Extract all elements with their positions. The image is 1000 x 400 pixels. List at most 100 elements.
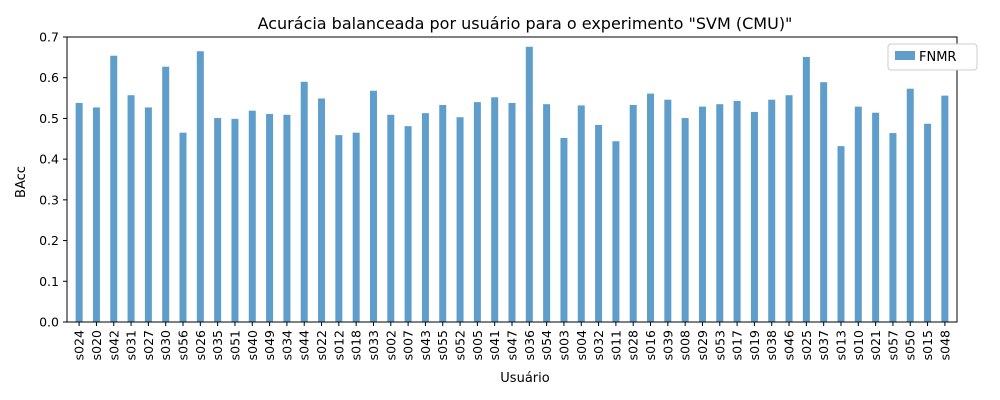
x-tick-label-s046: s046 (782, 330, 797, 360)
x-tick-label-s030: s030 (158, 330, 173, 360)
x-tick-label-s010: s010 (851, 330, 866, 360)
x-tick-label-s022: s022 (314, 330, 329, 360)
x-tick-label-s054: s054 (539, 330, 554, 360)
legend-label-fnmr: FNMR (919, 50, 956, 65)
y-tick-label: 0.3 (39, 192, 59, 207)
plot-frame (66, 36, 958, 323)
y-tick-label: 0.1 (39, 274, 59, 289)
x-tick-label-s025: s025 (799, 330, 814, 360)
legend-box (887, 43, 978, 71)
x-tick-label-s008: s008 (678, 330, 693, 360)
x-tick-label-s048: s048 (937, 330, 952, 360)
x-tick-label-s027: s027 (141, 330, 156, 360)
x-tick-label-s036: s036 (522, 330, 537, 360)
x-tick-label-s007: s007 (401, 330, 416, 360)
x-tick-label-s042: s042 (106, 330, 121, 360)
x-tick-label-s012: s012 (331, 330, 346, 360)
bar-s033 (369, 90, 377, 322)
x-tick-label-s005: s005 (470, 330, 485, 360)
y-tick-label: 0.5 (39, 111, 59, 126)
y-axis-title: BAcc (14, 166, 29, 198)
bar-s054 (543, 104, 551, 322)
bar-s047 (508, 102, 516, 322)
bar-s017 (733, 100, 741, 323)
x-tick-label-s037: s037 (816, 330, 831, 360)
y-tick-label: 0.6 (39, 70, 59, 85)
bar-s019 (750, 111, 758, 323)
bar-s031 (127, 95, 135, 322)
bar-s029 (698, 106, 706, 322)
x-tick-label-s057: s057 (885, 330, 900, 360)
bar-s008 (681, 118, 689, 323)
x-tick-label-s031: s031 (124, 330, 139, 360)
bars (75, 46, 949, 323)
x-tick-label-s040: s040 (245, 330, 260, 360)
x-tick-label-s018: s018 (349, 330, 364, 360)
chart-title: Acurácia balanceada por usuário para o e… (258, 14, 793, 33)
bar-s003 (560, 137, 568, 322)
bar-s011 (612, 141, 620, 322)
x-tick-label-s003: s003 (556, 330, 571, 360)
bar-s035 (214, 118, 222, 323)
y-tick-label: 0.2 (39, 233, 59, 248)
bar-s049 (266, 113, 274, 322)
x-tick-label-s053: s053 (712, 330, 727, 360)
bar-s037 (820, 82, 828, 322)
x-tick-label-s020: s020 (89, 330, 104, 360)
y-axis: 0.0 0.1 0.2 0.3 0.4 0.5 0.6 0.7 (39, 30, 67, 330)
bar-s021 (872, 112, 880, 322)
bar-s052 (456, 117, 464, 322)
bar-s053 (716, 104, 724, 322)
x-tick-label-s039: s039 (660, 330, 675, 360)
x-tick-label-s035: s035 (210, 330, 225, 360)
bar-s030 (162, 66, 170, 322)
bar-s028 (629, 104, 637, 322)
bar-s002 (387, 114, 395, 322)
bar-s046 (785, 95, 793, 322)
legend-swatch-fnmr (895, 51, 915, 60)
bar-s004 (577, 105, 585, 323)
x-tick-label-s044: s044 (297, 330, 312, 360)
bar-s055 (439, 104, 447, 322)
x-tick-label-s033: s033 (366, 330, 381, 360)
y-tick-label: 0.4 (39, 152, 59, 167)
x-tick-label-s004: s004 (574, 330, 589, 360)
x-tick-label-s028: s028 (626, 330, 641, 360)
x-tick-label-s056: s056 (176, 330, 191, 360)
x-tick-label-s052: s052 (453, 330, 468, 360)
bar-s026 (196, 51, 204, 322)
x-tick-label-s047: s047 (505, 330, 520, 360)
x-tick-label-s050: s050 (903, 330, 918, 360)
bar-s040 (248, 110, 256, 322)
bar-s022 (318, 98, 326, 322)
x-tick-label-s016: s016 (643, 330, 658, 360)
x-tick-label-s051: s051 (227, 330, 242, 360)
bar-s010 (854, 106, 862, 322)
x-tick-label-s034: s034 (279, 330, 294, 360)
bar-s027 (144, 107, 152, 322)
x-tick-label-s011: s011 (608, 330, 623, 360)
y-tick-label: 0.0 (39, 315, 59, 330)
x-tick-label-s043: s043 (418, 330, 433, 360)
x-tick-label-s021: s021 (868, 330, 883, 360)
legend: FNMR (887, 43, 978, 71)
bar-s048 (941, 95, 949, 322)
x-tick-label-s041: s041 (487, 330, 502, 360)
bar-s034 (283, 114, 291, 322)
bar-s043 (421, 113, 429, 322)
x-tick-label-s013: s013 (833, 330, 848, 360)
x-tick-label-s032: s032 (591, 330, 606, 360)
bar-s056 (179, 132, 187, 322)
bar-s015 (924, 123, 932, 322)
bar-s044 (300, 81, 308, 323)
bar-s039 (664, 99, 672, 322)
bar-s041 (491, 97, 499, 322)
bar-s036 (525, 46, 533, 323)
x-tick-label-s019: s019 (747, 330, 762, 360)
y-tick-label: 0.7 (39, 30, 59, 45)
bar-s050 (906, 88, 914, 322)
x-axis: s024 s020 s042 s031 s027 s030 s056 s026 s035 s051… (72, 322, 952, 360)
bar-s013 (837, 146, 845, 322)
bar-s016 (647, 93, 655, 322)
